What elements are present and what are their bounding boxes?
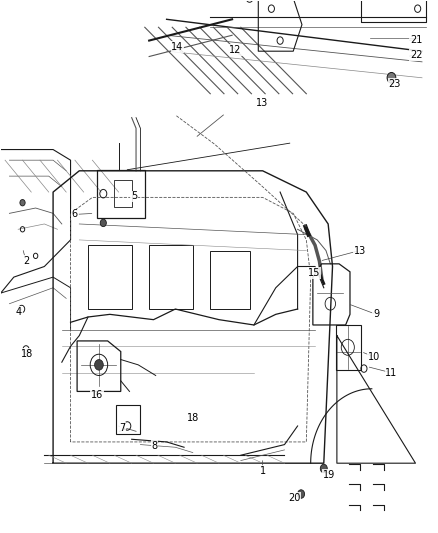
Text: 4: 4 <box>16 306 22 317</box>
Circle shape <box>320 464 327 473</box>
Text: 11: 11 <box>385 368 398 378</box>
Bar <box>117 405 141 434</box>
Text: 15: 15 <box>308 268 320 278</box>
Text: 1: 1 <box>260 466 266 476</box>
Text: 20: 20 <box>288 492 300 503</box>
Text: 16: 16 <box>91 390 103 400</box>
Text: 18: 18 <box>21 349 33 359</box>
Text: 22: 22 <box>410 50 423 60</box>
Text: 7: 7 <box>119 423 125 433</box>
Text: 2: 2 <box>23 256 29 266</box>
Text: 6: 6 <box>72 209 78 220</box>
Text: 8: 8 <box>151 441 157 451</box>
Circle shape <box>20 199 25 206</box>
Circle shape <box>95 360 103 370</box>
Circle shape <box>100 219 106 227</box>
Bar <box>149 245 193 309</box>
Text: 12: 12 <box>230 45 242 55</box>
Bar <box>336 325 361 370</box>
Bar <box>97 169 145 217</box>
Text: 18: 18 <box>187 413 199 423</box>
Circle shape <box>297 490 304 498</box>
Text: 5: 5 <box>131 191 137 201</box>
Text: 10: 10 <box>368 352 380 362</box>
Text: 14: 14 <box>171 42 184 52</box>
Text: 23: 23 <box>389 79 401 89</box>
Circle shape <box>387 72 396 83</box>
Bar <box>114 180 132 207</box>
Text: 21: 21 <box>410 35 423 44</box>
Text: 9: 9 <box>373 309 379 319</box>
Text: 19: 19 <box>323 470 335 480</box>
Bar <box>210 251 250 309</box>
Bar <box>88 245 132 309</box>
Text: 13: 13 <box>353 246 366 255</box>
Text: 13: 13 <box>256 98 268 108</box>
